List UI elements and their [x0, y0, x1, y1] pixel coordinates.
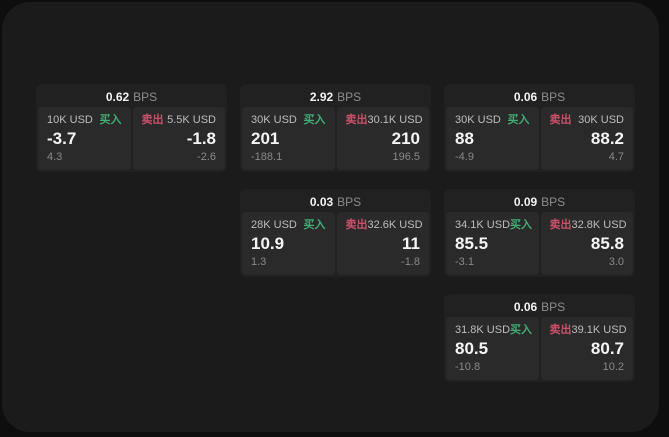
bps-value: 0.09: [513, 194, 538, 209]
bps-unit-label: BPS: [133, 89, 158, 104]
buy-quote-tile[interactable]: 28K USD 买入 10.9 1.3: [242, 212, 335, 275]
quote-card: 0.09 BPS 34.1K USD 买入 85.5 -3.1 卖出 32.8K…: [444, 189, 635, 277]
buy-quote-tile[interactable]: 30K USD 买入 88 -4.9: [446, 107, 539, 170]
sell-price: 88.2: [590, 129, 624, 148]
buy-change: -4.9: [455, 151, 474, 163]
bps-header: 2.92 BPS: [240, 84, 431, 107]
sell-price: 85.8: [590, 234, 624, 253]
buy-size-label: 30K USD: [251, 114, 297, 126]
buy-change: 4.3: [47, 151, 63, 163]
quote-card: 0.03 BPS 28K USD 买入 10.9 1.3 卖出 32.6K US…: [240, 189, 431, 277]
sell-quote-tile[interactable]: 卖出 30.1K USD 210 196.5: [336, 107, 429, 170]
buy-quote-tile[interactable]: 31.8K USD 买入 80.5 -10.8: [446, 317, 539, 380]
sell-change: 10.2: [602, 361, 624, 373]
bps-header: 0.03 BPS: [240, 189, 431, 212]
buy-size-label: 31.8K USD: [455, 324, 511, 336]
buy-size-label: 34.1K USD: [455, 219, 511, 231]
buy-tag: 买入: [303, 114, 326, 126]
bps-value: 0.62: [105, 89, 130, 104]
sell-size-label: 30K USD: [578, 114, 624, 126]
sell-change: 4.7: [608, 151, 624, 163]
sell-quote-tile[interactable]: 卖出 5.5K USD -1.8 -2.6: [132, 107, 225, 170]
sell-quote-tile[interactable]: 卖出 30K USD 88.2 4.7: [540, 107, 633, 170]
buy-price: 201: [251, 129, 280, 148]
bps-unit-label: BPS: [541, 194, 566, 209]
buy-quote-tile[interactable]: 10K USD 买入 -3.7 4.3: [38, 107, 131, 170]
sell-change: 196.5: [392, 151, 420, 163]
bps-header: 0.09 BPS: [444, 189, 635, 212]
sell-price: 11: [402, 234, 420, 253]
sell-quote-tile[interactable]: 卖出 39.1K USD 80.7 10.2: [540, 317, 633, 380]
buy-quote-tile[interactable]: 30K USD 买入 201 -188.1: [242, 107, 335, 170]
sell-size-label: 32.8K USD: [571, 219, 627, 231]
sell-quote-tile[interactable]: 卖出 32.6K USD 11 -1.8: [336, 212, 429, 275]
buy-size-label: 30K USD: [455, 114, 501, 126]
bps-header: 0.06 BPS: [444, 294, 635, 317]
sell-tag: 卖出: [345, 114, 368, 126]
quote-card: 0.06 BPS 30K USD 买入 88 -4.9 卖出 30K USD 8…: [444, 84, 635, 172]
sell-price: 210: [391, 129, 420, 148]
quote-card: 2.92 BPS 30K USD 买入 201 -188.1 卖出 30.1K …: [240, 84, 431, 172]
quote-card: 0.06 BPS 31.8K USD 买入 80.5 -10.8 卖出 39.1…: [444, 294, 635, 382]
buy-tag: 买入: [510, 324, 533, 336]
buy-size-label: 28K USD: [251, 219, 297, 231]
buy-price: -3.7: [47, 129, 77, 148]
bps-value: 0.06: [513, 299, 538, 314]
buy-tag: 买入: [507, 114, 530, 126]
buy-price: 85.5: [455, 234, 489, 253]
sell-size-label: 30.1K USD: [367, 114, 423, 126]
sell-size-label: 5.5K USD: [167, 114, 216, 126]
bps-unit-label: BPS: [337, 89, 362, 104]
buy-tag: 买入: [303, 219, 326, 231]
buy-price: 10.9: [251, 234, 285, 253]
buy-change: -3.1: [455, 256, 474, 268]
bps-value: 0.03: [309, 194, 334, 209]
bps-header: 0.06 BPS: [444, 84, 635, 107]
buy-quote-tile[interactable]: 34.1K USD 买入 85.5 -3.1: [446, 212, 539, 275]
buy-change: 1.3: [251, 256, 267, 268]
buy-size-label: 10K USD: [47, 114, 93, 126]
buy-change: -188.1: [251, 151, 283, 163]
buy-tag: 买入: [510, 219, 533, 231]
bps-value: 2.92: [309, 89, 334, 104]
bps-unit-label: BPS: [541, 89, 566, 104]
sell-size-label: 39.1K USD: [571, 324, 627, 336]
sell-change: 3.0: [608, 256, 624, 268]
sell-quote-tile[interactable]: 卖出 32.8K USD 85.8 3.0: [540, 212, 633, 275]
sell-tag: 卖出: [141, 114, 164, 126]
sell-tag: 卖出: [549, 219, 572, 231]
sell-price: 80.7: [590, 339, 624, 358]
sell-change: -2.6: [197, 151, 216, 163]
buy-price: 88: [455, 129, 474, 148]
bps-unit-label: BPS: [337, 194, 362, 209]
buy-price: 80.5: [455, 339, 489, 358]
sell-tag: 卖出: [549, 114, 572, 126]
buy-change: -10.8: [455, 361, 481, 373]
sell-price: -1.8: [186, 129, 216, 148]
sell-size-label: 32.6K USD: [367, 219, 423, 231]
bps-header: 0.62 BPS: [36, 84, 227, 107]
sell-tag: 卖出: [549, 324, 572, 336]
bps-unit-label: BPS: [541, 299, 566, 314]
sell-tag: 卖出: [345, 219, 368, 231]
sell-change: -1.8: [401, 256, 420, 268]
bps-value: 0.06: [513, 89, 538, 104]
quote-card: 0.62 BPS 10K USD 买入 -3.7 4.3 卖出 5.5K USD…: [36, 84, 227, 172]
buy-tag: 买入: [99, 114, 122, 126]
